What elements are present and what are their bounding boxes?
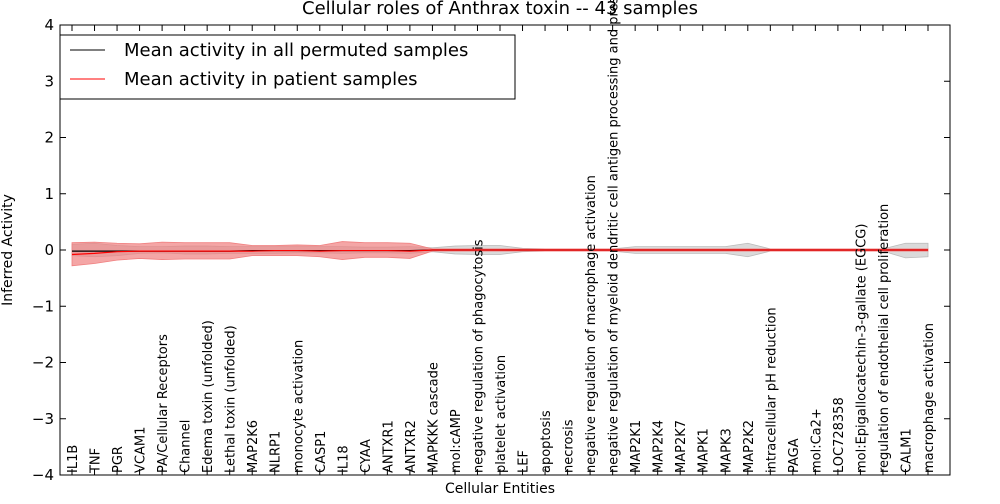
y-tick-labels: −4 −3 −2 −1 0 1 2 3 4 bbox=[32, 16, 54, 484]
x-tick-label: PAGA bbox=[787, 438, 802, 473]
x-tick-label: mol:Epigallocatechin-3-gallate (EGCG) bbox=[854, 224, 869, 473]
band-patient bbox=[71, 241, 929, 267]
y-tick-label: 2 bbox=[44, 129, 54, 147]
y-tick-label: −1 bbox=[32, 297, 54, 315]
y-tick-label: 3 bbox=[44, 72, 54, 90]
x-tick-label: LEF bbox=[517, 450, 532, 473]
y-tick-label: 0 bbox=[44, 241, 54, 259]
x-tick-label: MAP2K6 bbox=[246, 420, 261, 473]
x-tick-label: VCAM1 bbox=[134, 427, 149, 473]
x-tick-label: MAP2K2 bbox=[742, 420, 757, 473]
x-tick-label: Lethal toxin (unfolded) bbox=[224, 325, 239, 473]
x-axis-label: Cellular Entities bbox=[445, 481, 555, 497]
x-tick-label: TNF bbox=[89, 448, 104, 474]
y-tick-label: 4 bbox=[44, 16, 54, 34]
x-tick-label: MAP2K1 bbox=[629, 420, 644, 473]
legend-label-permuted: Mean activity in all permuted samples bbox=[124, 40, 468, 61]
y-tick-label: −3 bbox=[32, 410, 54, 428]
x-tick-label: ANTXR1 bbox=[381, 420, 396, 473]
x-tick-label: IL18 bbox=[336, 445, 351, 473]
x-tick-label: negative regulation of phagocytosis bbox=[471, 239, 486, 473]
x-tick-label: negative regulation of myeloid dendritic… bbox=[607, 0, 622, 473]
x-tick-label: MAPK1 bbox=[697, 428, 712, 473]
x-tick-label: Edema toxin (unfolded) bbox=[201, 320, 216, 473]
x-tick-label: MAPKKK cascade bbox=[426, 362, 441, 473]
x-tick-label: mol:Ca2+ bbox=[809, 408, 824, 473]
x-tick-label: CALM1 bbox=[899, 428, 914, 473]
x-tick-label: PA/Cellular Receptors bbox=[156, 334, 171, 473]
legend-box bbox=[59, 34, 516, 100]
x-tick-label: MAP2K4 bbox=[652, 420, 667, 473]
y-tick-label: 1 bbox=[44, 185, 54, 203]
x-tick-label: macrophage activation bbox=[922, 323, 937, 473]
x-tick-label: necrosis bbox=[562, 419, 577, 473]
x-tick-labels: IL1B TNF PGR VCAM1 PA/Cellular Receptors Chan… bbox=[66, 0, 937, 474]
x-tick-label: CYAA bbox=[359, 439, 374, 473]
x-tick-label: mol:cAMP bbox=[449, 409, 464, 473]
x-tick-label: Channel bbox=[179, 420, 194, 473]
x-tick-label: LOC728358 bbox=[832, 397, 847, 473]
x-tick-label: regulation of endothelial cell prolifera… bbox=[877, 204, 892, 473]
x-tick-label: IL1B bbox=[66, 445, 81, 473]
legend-label-patient: Mean activity in patient samples bbox=[124, 69, 418, 90]
x-tick-label: MAPK3 bbox=[719, 428, 734, 473]
y-tick-label: −4 bbox=[32, 466, 54, 484]
x-tick-label: intracellular pH reduction bbox=[764, 307, 779, 473]
x-tick-label: platelet activation bbox=[494, 355, 509, 473]
x-tick-label: CASP1 bbox=[314, 431, 329, 473]
axis-ticks bbox=[60, 24, 950, 476]
x-tick-label: MAP2K7 bbox=[674, 420, 689, 473]
chart-title: Cellular roles of Anthrax toxin -- 43 sa… bbox=[302, 0, 698, 19]
series-line-patient bbox=[71, 249, 928, 256]
x-tick-label: ANTXR2 bbox=[404, 420, 419, 473]
x-tick-label: negative regulation of macrophage activa… bbox=[584, 175, 599, 473]
x-tick-label: NLRP1 bbox=[269, 431, 284, 473]
x-tick-label: monocyte activation bbox=[291, 340, 306, 473]
y-axis-label: Inferred Activity bbox=[0, 194, 16, 306]
x-tick-label: PGR bbox=[111, 446, 126, 473]
y-tick-label: −2 bbox=[32, 354, 54, 372]
legend: Mean activity in all permuted samples Me… bbox=[59, 34, 516, 100]
x-tick-label: apoptosis bbox=[539, 410, 554, 473]
series-lines bbox=[71, 249, 928, 256]
